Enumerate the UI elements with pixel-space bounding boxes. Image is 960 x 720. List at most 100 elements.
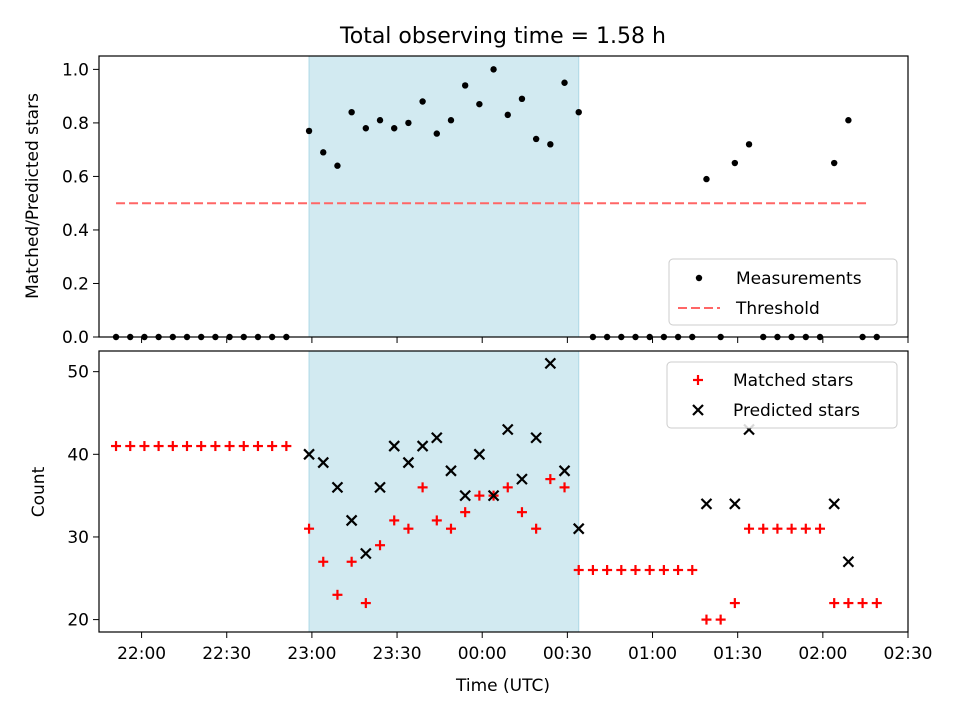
matched-point	[516, 507, 527, 518]
legend-threshold-label: Threshold	[735, 299, 820, 319]
matched-point	[786, 523, 797, 534]
predicted-point	[516, 473, 528, 485]
bottom-x-tick-label: 00:30	[543, 644, 592, 664]
measurement-point	[405, 119, 412, 127]
matched-point	[267, 441, 278, 452]
legend-predicted-marker-b	[692, 404, 704, 416]
predicted-point	[487, 489, 500, 502]
predicted-point-b	[459, 489, 471, 502]
predicted-point-b	[331, 481, 344, 494]
bottom-x-tick-label: 23:00	[287, 644, 336, 664]
matched-point	[417, 482, 428, 493]
measurement-point	[490, 66, 497, 73]
bottom-y-axis-label: Count	[29, 466, 49, 517]
predicted-point	[473, 448, 486, 461]
chart-title: Total observing time = 1.58 h	[339, 24, 666, 49]
predicted-point	[700, 498, 713, 510]
measurement-point	[504, 111, 511, 119]
measurement-point	[362, 125, 370, 132]
predicted-point-b	[388, 440, 400, 452]
x-axis-label: Time (UTC)	[455, 676, 550, 696]
measurement-point	[518, 95, 526, 103]
measurement-point	[745, 141, 753, 148]
predicted-point	[729, 498, 741, 510]
matched-point	[167, 441, 178, 452]
measurement-point	[433, 130, 440, 137]
matched-point	[687, 565, 698, 576]
matched-point	[673, 565, 684, 576]
predicted-point	[345, 514, 358, 527]
predicted-point	[303, 448, 315, 461]
matched-point	[403, 523, 414, 534]
matched-point	[644, 565, 655, 576]
top-y-tick-label: 0.0	[62, 328, 89, 348]
predicted-point-b	[516, 473, 528, 485]
measurement-point	[561, 79, 568, 86]
legend-predicted-label: Predicted stars	[733, 401, 860, 421]
matched-point	[871, 598, 882, 609]
predicted-point-b	[828, 498, 840, 510]
matched-point	[460, 507, 471, 518]
matched-point	[502, 482, 513, 493]
legend-measurements-marker	[695, 274, 703, 282]
bottom-x-tick-label: 01:30	[713, 644, 762, 664]
matched-point	[210, 441, 221, 452]
predicted-point-b	[729, 498, 741, 510]
matched-point	[153, 441, 164, 452]
bottom-y-tick-label: 30	[67, 528, 89, 548]
predicted-point	[459, 489, 471, 502]
top-shaded-span	[308, 55, 580, 338]
matched-point	[389, 515, 400, 526]
predicted-point	[445, 465, 457, 477]
matched-point	[332, 589, 343, 600]
measurement-point	[703, 175, 710, 183]
top-legend-box	[668, 258, 898, 326]
matched-point	[531, 523, 542, 534]
predicted-point	[828, 498, 840, 510]
top-axes-frame	[98, 55, 909, 338]
matched-point	[238, 441, 249, 452]
predicted-point	[501, 423, 514, 436]
bottom-shaded-span	[308, 350, 580, 633]
predicted-point-b	[487, 489, 500, 502]
top-y-tick-label: 0.2	[62, 274, 89, 294]
predicted-point-b	[530, 432, 542, 444]
measurement-point	[532, 135, 540, 143]
predicted-point-b	[345, 514, 358, 527]
matched-point	[772, 523, 783, 534]
bottom-x-tick-label: 02:30	[884, 644, 933, 664]
predicted-point-b	[544, 357, 557, 370]
predicted-point	[842, 555, 855, 568]
top-y-tick-label: 0.8	[62, 114, 89, 134]
predicted-point	[360, 547, 372, 560]
predicted-point-b	[842, 555, 855, 568]
predicted-point-b	[445, 465, 457, 477]
measurement-point	[348, 109, 355, 116]
legend-measurements-label: Measurements	[736, 269, 862, 289]
matched-point	[857, 598, 868, 609]
matched-point	[139, 441, 150, 452]
measurement-point	[461, 82, 469, 89]
top-y-axis-label: Matched/Predicted stars	[23, 93, 43, 299]
matched-point	[318, 556, 329, 567]
bottom-axes-frame	[98, 350, 909, 633]
measurement-point	[447, 117, 455, 124]
bottom-y-tick-label: 20	[67, 611, 89, 631]
predicted-point	[416, 440, 429, 452]
bottom-y-tick-label: 50	[67, 363, 89, 383]
predicted-point-b	[572, 522, 585, 535]
matched-point	[701, 614, 712, 625]
matched-point	[375, 540, 386, 551]
predicted-point-b	[416, 440, 429, 452]
predicted-point-b	[317, 456, 330, 469]
matched-point	[800, 523, 811, 534]
matched-point	[445, 523, 456, 534]
matched-point	[545, 474, 556, 485]
matched-point	[758, 523, 769, 534]
measurement-point	[575, 109, 582, 116]
predicted-point	[317, 456, 330, 469]
legend-predicted-marker	[692, 404, 704, 416]
matched-point	[630, 565, 641, 576]
measurement-point	[320, 149, 327, 156]
matched-point	[587, 565, 598, 576]
